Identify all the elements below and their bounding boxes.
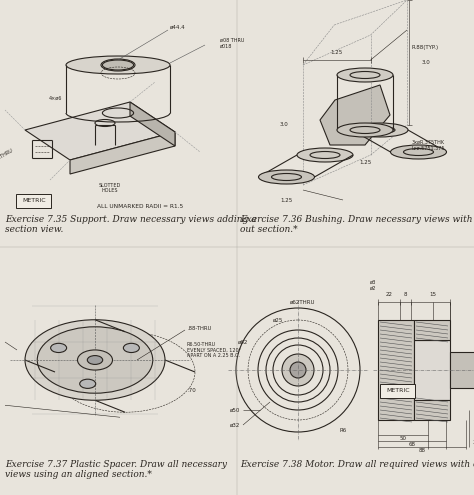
Ellipse shape <box>258 170 315 184</box>
Text: R6: R6 <box>339 428 346 433</box>
Text: 8: 8 <box>403 292 407 297</box>
Ellipse shape <box>78 350 112 370</box>
Text: METRIC: METRIC <box>386 389 410 394</box>
Text: 3: 3 <box>472 441 474 446</box>
Text: 68: 68 <box>409 442 416 446</box>
Text: R.88(TYP.): R.88(TYP.) <box>412 45 439 50</box>
Text: Exercise 7.36 Bushing. Draw necessary views with a broken
out section.*: Exercise 7.36 Bushing. Draw necessary vi… <box>240 215 474 235</box>
Text: 1.25: 1.25 <box>359 160 372 165</box>
Bar <box>414 320 450 340</box>
Text: 1.25: 1.25 <box>331 50 343 54</box>
Text: ø08 THRU
ø018: ø08 THRU ø018 <box>220 38 245 49</box>
FancyBboxPatch shape <box>381 384 416 397</box>
Text: 3.0: 3.0 <box>422 60 431 65</box>
Text: ø50: ø50 <box>229 407 240 412</box>
Bar <box>450 352 474 388</box>
Text: Exercise 7.38 Motor. Draw all required views with one half section.*: Exercise 7.38 Motor. Draw all required v… <box>240 460 474 469</box>
Text: Exercise 7.37 Plastic Spacer. Draw all necessary
views using an aligned section.: Exercise 7.37 Plastic Spacer. Draw all n… <box>5 460 227 479</box>
Text: ALL UNMARKED RADII = R1.5: ALL UNMARKED RADII = R1.5 <box>97 204 183 209</box>
Text: ø3: ø3 <box>370 280 376 285</box>
Bar <box>414 340 450 400</box>
Text: ø25: ø25 <box>273 317 283 323</box>
Bar <box>414 400 450 420</box>
Ellipse shape <box>297 148 353 162</box>
Circle shape <box>290 362 306 378</box>
Text: ø8THRU: ø8THRU <box>0 148 15 162</box>
Text: 4×ø6: 4×ø6 <box>48 96 62 100</box>
Ellipse shape <box>25 320 165 400</box>
Text: METRIC: METRIC <box>22 198 46 203</box>
Text: ø32: ø32 <box>229 423 240 428</box>
Text: .88-THRU: .88-THRU <box>187 326 211 331</box>
Ellipse shape <box>337 123 393 137</box>
Text: Exercise 7.35 Support. Draw necessary views adding a
section view.: Exercise 7.35 Support. Draw necessary vi… <box>5 215 256 235</box>
Ellipse shape <box>391 145 447 159</box>
Polygon shape <box>25 102 175 160</box>
Text: ø44.4: ø44.4 <box>170 24 186 30</box>
Polygon shape <box>70 132 175 174</box>
Ellipse shape <box>80 379 96 389</box>
Ellipse shape <box>66 56 170 74</box>
Polygon shape <box>130 102 175 146</box>
Text: R6.50-THRU
EVENLY SPACED, 120°
APART ON A 2.25 B.C.: R6.50-THRU EVENLY SPACED, 120° APART ON … <box>187 342 241 358</box>
Text: 88: 88 <box>419 447 426 452</box>
Text: 3xøR.375THK
Lxø.5751.375: 3xøR.375THK Lxø.5751.375 <box>412 140 446 150</box>
Ellipse shape <box>87 355 103 364</box>
Text: 50: 50 <box>400 436 407 441</box>
Ellipse shape <box>352 123 408 137</box>
Text: ø62: ø62 <box>237 340 248 345</box>
Ellipse shape <box>102 60 134 70</box>
Text: ø62THRU: ø62THRU <box>290 299 316 304</box>
Text: 15: 15 <box>429 292 437 297</box>
Text: 1.25: 1.25 <box>281 198 293 202</box>
Bar <box>378 320 414 420</box>
Text: 3.0: 3.0 <box>279 122 288 128</box>
Polygon shape <box>320 85 390 145</box>
Text: .70: .70 <box>187 388 196 393</box>
Text: ø2: ø2 <box>370 286 376 291</box>
Ellipse shape <box>123 344 139 352</box>
Ellipse shape <box>51 344 67 352</box>
Text: SLOTTED
HOLES: SLOTTED HOLES <box>99 183 121 194</box>
Circle shape <box>282 354 314 386</box>
Text: 22: 22 <box>385 292 392 297</box>
FancyBboxPatch shape <box>17 194 52 207</box>
Ellipse shape <box>337 68 393 82</box>
Ellipse shape <box>37 327 153 393</box>
